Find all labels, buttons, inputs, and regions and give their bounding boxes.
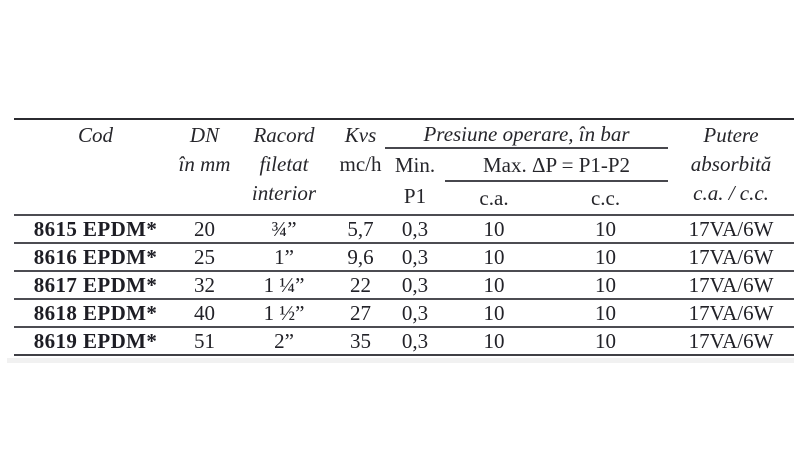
col-header-putere-line3: c.a. / c.c. — [693, 181, 769, 205]
col-header-racord-line1: Racord — [253, 123, 315, 147]
cell-cod: 8615 EPDM* — [14, 214, 177, 243]
table-row: 8615 EPDM* 20 ¾” 5,7 0,3 10 10 17VA/6W — [14, 214, 795, 243]
cell-cod: 8618 EPDM* — [14, 298, 177, 327]
col-header-dn: DN în mm — [177, 119, 232, 215]
col-group-presiune-label: Presiune operare, în bar — [423, 122, 630, 146]
cell-min-p1: 0,3 — [385, 242, 445, 271]
col-header-dn-line1: DN — [189, 123, 220, 147]
cell-max-cc: 10 — [543, 326, 669, 355]
cell-min-p1: 0,3 — [385, 214, 445, 243]
cell-max-ca: 10 — [445, 298, 543, 327]
table-header: Cod DN în mm Racord filetat interior Kvs… — [14, 119, 794, 215]
cell-dn: 51 — [177, 326, 232, 355]
col-header-min-line1: Min. — [394, 153, 436, 177]
cell-dn: 25 — [177, 242, 232, 271]
col-header-putere-line2: absorbită — [690, 152, 772, 176]
table-row: 8618 EPDM* 40 1 ½” 27 0,3 10 10 17VA/6W — [14, 298, 795, 327]
col-header-ca: c.a. — [445, 181, 543, 215]
cell-putere: 17VA/6W — [668, 242, 795, 271]
cell-kvs: 27 — [336, 298, 385, 327]
col-header-dn-line2: în mm — [178, 152, 231, 176]
cell-kvs: 9,6 — [336, 242, 385, 271]
cell-min-p1: 0,3 — [385, 270, 445, 299]
cell-cod: 8617 EPDM* — [14, 270, 177, 299]
cell-dn: 20 — [177, 214, 232, 243]
cell-dn: 40 — [177, 298, 232, 327]
cell-max-ca: 10 — [445, 214, 543, 243]
col-header-kvs-line1: Kvs — [344, 123, 377, 147]
col-header-racord-line3: interior — [251, 181, 317, 205]
col-header-racord-line2: filetat — [259, 152, 309, 176]
cell-max-ca: 10 — [445, 326, 543, 355]
col-header-putere-line1: Putere — [703, 123, 759, 147]
col-header-putere: Putere absorbită c.a. / c.c. — [668, 119, 794, 215]
scan-artifact-band — [7, 358, 794, 363]
cell-racord: 1 ½” — [232, 298, 336, 327]
cell-max-ca: 10 — [445, 270, 543, 299]
cell-racord: 2” — [232, 326, 336, 355]
cell-putere: 17VA/6W — [668, 214, 795, 243]
cell-max-cc: 10 — [543, 270, 669, 299]
cell-putere: 17VA/6W — [668, 270, 795, 299]
cell-max-ca: 10 — [445, 242, 543, 271]
col-header-racord: Racord filetat interior — [232, 119, 336, 215]
table-row: 8617 EPDM* 32 1 ¼” 22 0,3 10 10 17VA/6W — [14, 270, 795, 299]
col-header-cod-label: Cod — [77, 123, 113, 147]
cell-racord: 1 ¼” — [232, 270, 336, 299]
col-header-cc: c.c. — [543, 181, 668, 215]
cell-max-cc: 10 — [543, 214, 669, 243]
cell-kvs: 5,7 — [336, 214, 385, 243]
spec-table: Cod DN în mm Racord filetat interior Kvs… — [14, 118, 795, 356]
col-header-min-p1: Min. P1 — [385, 148, 445, 215]
cell-min-p1: 0,3 — [385, 298, 445, 327]
cell-cod: 8619 EPDM* — [14, 326, 177, 355]
cell-kvs: 35 — [336, 326, 385, 355]
col-header-cc-label: c.c. — [590, 186, 621, 210]
cell-racord: 1” — [232, 242, 336, 271]
col-header-cod: Cod — [14, 119, 177, 215]
cell-racord: ¾” — [232, 214, 336, 243]
col-header-kvs: Kvs mc/h — [336, 119, 385, 215]
col-group-max-dp: Max. ΔP = P1-P2 — [445, 148, 669, 182]
col-group-presiune: Presiune operare, în bar — [385, 119, 669, 149]
table-row: 8619 EPDM* 51 2” 35 0,3 10 10 17VA/6W — [14, 326, 795, 355]
col-header-min-line2: P1 — [403, 184, 427, 208]
cell-cod: 8616 EPDM* — [14, 242, 177, 271]
cell-max-cc: 10 — [543, 298, 669, 327]
cell-putere: 17VA/6W — [668, 326, 795, 355]
cell-kvs: 22 — [336, 270, 385, 299]
cell-putere: 17VA/6W — [668, 298, 795, 327]
table-row: 8616 EPDM* 25 1” 9,6 0,3 10 10 17VA/6W — [14, 242, 795, 271]
cell-max-cc: 10 — [543, 242, 669, 271]
col-group-max-dp-label: Max. ΔP = P1-P2 — [482, 153, 631, 177]
cell-dn: 32 — [177, 270, 232, 299]
col-header-ca-label: c.a. — [479, 186, 509, 210]
table-body: 8615 EPDM* 20 ¾” 5,7 0,3 10 10 17VA/6W 8… — [14, 214, 795, 355]
col-header-kvs-line2: mc/h — [339, 152, 382, 176]
cell-min-p1: 0,3 — [385, 326, 445, 355]
